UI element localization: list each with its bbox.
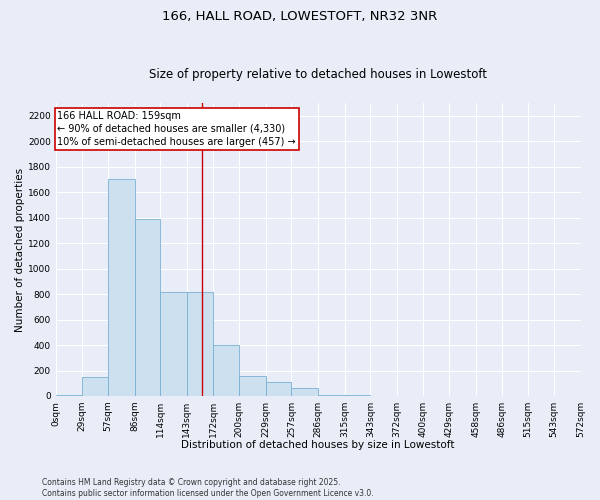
Bar bbox=[318, 394, 344, 396]
Text: Contains HM Land Registry data © Crown copyright and database right 2025.
Contai: Contains HM Land Registry data © Crown c… bbox=[42, 478, 374, 498]
Bar bbox=[266, 382, 292, 396]
Bar bbox=[187, 292, 214, 396]
Text: 166 HALL ROAD: 159sqm
← 90% of detached houses are smaller (4,330)
10% of semi-d: 166 HALL ROAD: 159sqm ← 90% of detached … bbox=[58, 110, 296, 147]
Bar bbox=[108, 180, 134, 396]
Text: 166, HALL ROAD, LOWESTOFT, NR32 3NR: 166, HALL ROAD, LOWESTOFT, NR32 3NR bbox=[163, 10, 437, 23]
Bar bbox=[239, 376, 266, 396]
Bar bbox=[160, 292, 187, 396]
Title: Size of property relative to detached houses in Lowestoft: Size of property relative to detached ho… bbox=[149, 68, 487, 81]
Bar bbox=[214, 345, 239, 396]
Bar bbox=[292, 388, 318, 396]
X-axis label: Distribution of detached houses by size in Lowestoft: Distribution of detached houses by size … bbox=[181, 440, 455, 450]
Bar bbox=[82, 377, 108, 396]
Bar bbox=[134, 219, 160, 396]
Y-axis label: Number of detached properties: Number of detached properties bbox=[15, 168, 25, 332]
